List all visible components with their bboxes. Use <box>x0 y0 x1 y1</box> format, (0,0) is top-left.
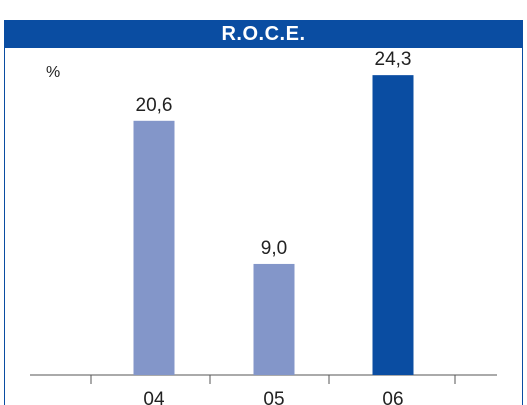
frame-border-right <box>522 48 523 405</box>
y-unit-label: % <box>46 64 61 81</box>
frame-border-left <box>4 48 5 405</box>
bar-value-label-05: 9,0 <box>261 238 287 259</box>
bar-04 <box>133 120 175 375</box>
bar-value-label-06: 24,3 <box>375 49 412 70</box>
bar-06 <box>372 75 414 376</box>
x-tick-label-04: 04 <box>143 389 165 405</box>
x-tick-label-06: 06 <box>382 389 403 405</box>
x-tick-label-05: 05 <box>263 389 284 405</box>
bar-05 <box>253 263 295 375</box>
chart-title: R.O.C.E. <box>4 20 523 48</box>
bar-value-label-04: 20,6 <box>136 95 173 116</box>
